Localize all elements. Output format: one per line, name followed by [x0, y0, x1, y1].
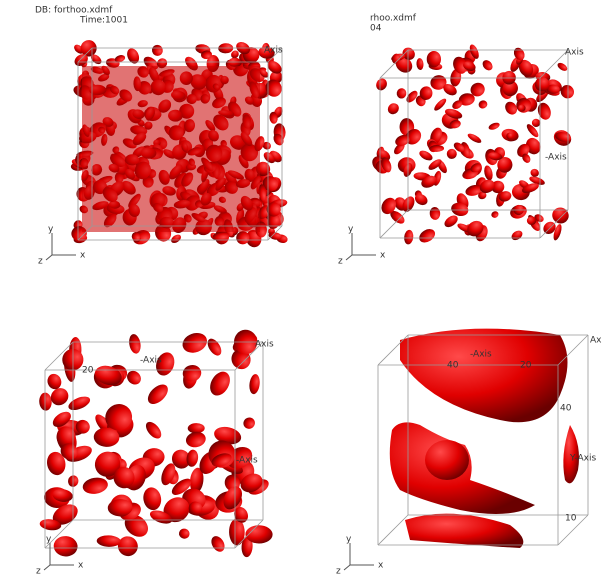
isosurface-blob — [205, 336, 224, 358]
triad-label: y — [48, 225, 54, 235]
isosurface-blob — [417, 226, 438, 245]
isosurface-blob — [432, 97, 447, 113]
isosurface-blob — [241, 415, 257, 431]
triad-axis — [346, 255, 352, 260]
isosurface-blob — [124, 368, 143, 387]
isosurface-blob — [97, 535, 121, 547]
isosurface-blob — [442, 213, 460, 229]
isosurface-blob — [429, 207, 440, 221]
isosurface-blob — [427, 51, 441, 68]
isosurface-blob — [466, 132, 482, 145]
axis-label: Axis — [565, 48, 584, 58]
isosurface-blob — [490, 210, 499, 219]
triad-axis — [44, 565, 50, 570]
isosurface-dense — [82, 66, 260, 232]
triad-label: x — [78, 561, 84, 571]
axis-label: -Axis — [545, 153, 567, 163]
isosurface-blob — [488, 121, 501, 131]
isosurface-blob — [185, 430, 208, 449]
isosurface-blob — [143, 419, 164, 441]
axis-label: Ax — [590, 336, 602, 346]
isosurface-blob — [144, 381, 171, 408]
isosurface-blob — [39, 392, 53, 411]
isosurface-blob — [556, 61, 569, 72]
axis-label: Axis — [255, 340, 274, 350]
isosurface-blob — [481, 58, 495, 72]
axis-label: -Axis — [470, 350, 492, 360]
isosurface-blob — [416, 58, 424, 70]
triad-label: x — [378, 561, 384, 571]
panel-header: DB: forthoo.xdmf — [35, 6, 113, 16]
isosurfaces — [39, 39, 577, 560]
isosurface-blob — [178, 527, 191, 539]
isosurface-blob — [67, 394, 92, 413]
axis-label: -Axis — [236, 456, 258, 466]
isosurface-blob — [510, 229, 524, 242]
triad-label: y — [46, 535, 52, 545]
isosurface-blob — [536, 101, 553, 121]
triad-label: y — [346, 535, 352, 545]
triad-label: z — [336, 567, 341, 577]
axis-label: 10 — [565, 514, 577, 524]
triad-label: x — [80, 251, 86, 261]
isosurface-blob — [128, 333, 142, 354]
axis-label: 20 — [520, 361, 532, 371]
visualization-window: DB: forthoo.xdmfTime:1001 Axis y z x rhoo.xdm… — [0, 0, 603, 577]
triad-axis — [344, 565, 350, 570]
axis-label: Axis — [264, 46, 283, 56]
isosurface-blob — [477, 99, 488, 110]
isosurface-blob — [206, 368, 234, 399]
panel-header: rhoo.xdmf — [370, 14, 417, 24]
isosurface-blob — [403, 229, 414, 245]
panel-header: 04 — [370, 24, 382, 34]
triad-label: z — [338, 257, 343, 267]
triad-label: y — [348, 225, 354, 235]
isosurface-blob — [531, 118, 540, 127]
isosurface-blob — [248, 374, 260, 395]
triad-axis — [46, 255, 52, 260]
isosurface-blob — [82, 476, 110, 496]
triad-label: x — [380, 251, 386, 261]
isosurface-blob — [125, 47, 141, 66]
isosurface-blob — [386, 101, 402, 117]
isosurface-blob — [180, 330, 210, 356]
panel-header: Time:1001 — [79, 16, 128, 26]
isosurface-blob — [396, 87, 407, 99]
isosurface-blob — [170, 233, 183, 245]
cube-edge — [540, 50, 568, 78]
triad-label: z — [36, 567, 41, 577]
axis-label: Y-Axis — [569, 454, 596, 464]
isosurface-blob — [209, 534, 228, 554]
axis-label: 20 — [82, 366, 94, 376]
cube-edge — [378, 515, 408, 545]
axis-label: -Axis — [140, 356, 162, 366]
isosurface-blob — [141, 486, 163, 512]
axis-label: 40 — [447, 361, 459, 371]
isosurface-blob — [53, 535, 79, 557]
triad-label: z — [38, 257, 43, 267]
axis-label: 40 — [560, 404, 572, 414]
isosurface-blob — [529, 168, 540, 179]
isosurface-blob — [374, 77, 389, 92]
isosurface-blob — [150, 43, 165, 58]
